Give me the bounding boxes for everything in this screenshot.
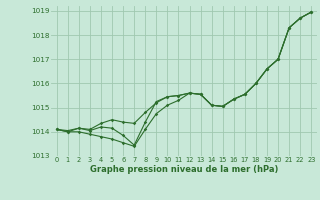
X-axis label: Graphe pression niveau de la mer (hPa): Graphe pression niveau de la mer (hPa) (90, 165, 278, 174)
